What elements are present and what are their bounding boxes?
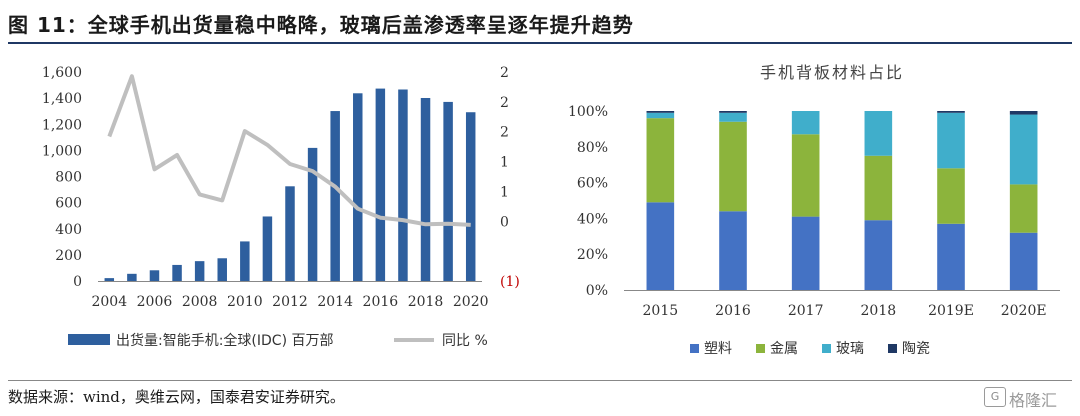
- x-axis-tick-label: 2017: [788, 303, 824, 319]
- left-axis-tick-label: 1,200: [42, 117, 82, 133]
- footer-divider: [8, 380, 1072, 381]
- y-axis-tick-label: 20%: [577, 247, 608, 263]
- legend-label: 金属: [770, 341, 798, 357]
- left-axis-tick-label: 200: [55, 248, 82, 264]
- stacked-segment: [646, 202, 675, 290]
- stacked-segment: [937, 223, 965, 290]
- stacked-segment: [1009, 232, 1038, 290]
- x-axis-tick-label: 2016: [715, 303, 751, 319]
- watermark-logo-icon: G: [984, 387, 1006, 407]
- stacked-segment: [646, 118, 675, 203]
- right-axis-tick-label: (1): [500, 274, 520, 290]
- shipment-bar: [285, 186, 295, 281]
- legend-label: 塑料: [704, 341, 732, 357]
- shipment-bar: [443, 101, 453, 282]
- y-axis-tick-label: 40%: [577, 211, 608, 227]
- backplate-material-chart: 手机背板材料占比 0% 20% 40% 60% 80% 100% 2015 2016 2017 20…: [568, 63, 1060, 357]
- stacked-segment: [1009, 114, 1038, 185]
- shipment-bar: [307, 147, 318, 281]
- stacked-segment: [937, 112, 965, 169]
- x-axis-tick-label: 2020E: [1001, 303, 1047, 319]
- watermark-text: 格隆汇: [1009, 391, 1058, 410]
- shipment-bar: [217, 258, 227, 281]
- stacked-segment: [864, 220, 893, 290]
- x-axis-tick-label: 2018: [408, 294, 444, 310]
- left-axis-tick-label: 1,600: [42, 65, 82, 81]
- watermark: G 格隆汇: [984, 384, 1074, 410]
- x-axis-tick-label: 2010: [227, 294, 263, 310]
- y-axis-tick-label: 80%: [577, 140, 608, 156]
- legend-swatch-shipments: [68, 334, 110, 345]
- stacked-segment: [937, 111, 965, 113]
- x-axis-tick-label: 2012: [272, 294, 308, 310]
- right-axis-tick-label: 1: [500, 184, 509, 200]
- shipment-bar: [398, 89, 408, 281]
- shipment-chart: 0 200 400 600 800 1,000 1,200 1,400 1,600 (1) 0 1 1 2…: [42, 65, 520, 349]
- right-axis-tick-label: 2: [500, 65, 509, 81]
- x-axis-tick-label: 2006: [137, 294, 173, 310]
- stacked-segment: [719, 121, 747, 212]
- right-axis-tick-label: 0: [500, 214, 509, 230]
- shipment-bar: [172, 264, 182, 281]
- y-axis-tick-label: 100%: [568, 104, 608, 120]
- left-axis-tick-label: 600: [55, 196, 82, 212]
- source-note: 数据来源：wind，奥维云网，国泰君安证券研究。: [8, 388, 345, 406]
- stacked-segment: [791, 134, 820, 217]
- stacked-segment: [864, 155, 893, 221]
- legend-label-shipments: 出货量:智能手机:全球(IDC) 百万部: [116, 332, 334, 349]
- title-underline: [8, 42, 1072, 44]
- right-axis-tick-label: 2: [500, 95, 509, 111]
- left-axis-tick-label: 400: [55, 222, 82, 238]
- shipment-bar: [127, 273, 137, 281]
- x-axis-tick-label: 2014: [317, 294, 353, 310]
- stacked-segment: [791, 216, 820, 290]
- shipment-bar: [353, 93, 363, 282]
- left-axis-tick-label: 1,000: [42, 143, 82, 159]
- stacked-segment: [1009, 111, 1038, 115]
- shipment-bar: [149, 270, 160, 281]
- legend-swatch: [888, 344, 897, 353]
- legend-swatch: [822, 344, 831, 353]
- shipment-bar: [262, 216, 273, 281]
- shipment-bar: [240, 241, 250, 281]
- figure-header: 图 11：全球手机出货量稳中略降，玻璃后盖渗透率呈逐年提升趋势: [0, 0, 1080, 44]
- x-axis-tick-label: 2020: [453, 294, 489, 310]
- shipment-bar: [330, 111, 340, 281]
- stacked-segment: [646, 111, 675, 113]
- left-axis-tick-label: 0: [73, 274, 82, 290]
- shipment-bar: [375, 88, 386, 281]
- left-axis-tick-label: 1,400: [42, 91, 82, 107]
- legend-swatch: [690, 344, 699, 353]
- shipment-bar: [194, 261, 205, 281]
- shipment-bar: [104, 278, 115, 281]
- yoy-growth-line: [107, 74, 471, 227]
- x-axis-tick-label: 2004: [91, 294, 127, 310]
- legend-swatch: [756, 344, 765, 353]
- stacked-segment: [719, 112, 747, 122]
- shipment-bar: [420, 97, 431, 281]
- x-axis-tick-label: 2018: [861, 303, 897, 319]
- stacked-segment: [937, 168, 965, 224]
- x-axis-tick-label: 2019E: [928, 303, 974, 319]
- chart-title: 手机背板材料占比: [760, 63, 904, 82]
- shipment-bar: [465, 112, 476, 281]
- right-axis-tick-label: 2: [500, 125, 509, 141]
- x-axis-tick-label: 2008: [182, 294, 218, 310]
- legend-label: 陶瓷: [902, 341, 930, 357]
- y-axis-tick-label: 0%: [586, 283, 608, 299]
- legend-label-yoy: 同比 %: [442, 333, 488, 349]
- stacked-segment: [719, 111, 747, 113]
- stacked-segment: [864, 111, 893, 156]
- right-axis-tick-label: 1: [500, 155, 509, 171]
- stacked-segment: [791, 111, 820, 135]
- y-axis-tick-label: 60%: [577, 176, 608, 192]
- legend-label: 玻璃: [836, 340, 864, 357]
- x-axis-tick-label: 2016: [363, 294, 399, 310]
- stacked-segment: [1009, 184, 1038, 233]
- stacked-segment: [719, 211, 747, 290]
- figure-title: 图 11：全球手机出货量稳中略降，玻璃后盖渗透率呈逐年提升趋势: [8, 13, 634, 37]
- stacked-segment: [646, 112, 675, 119]
- x-axis-tick-label: 2015: [643, 303, 679, 319]
- left-axis-tick-label: 800: [55, 170, 82, 186]
